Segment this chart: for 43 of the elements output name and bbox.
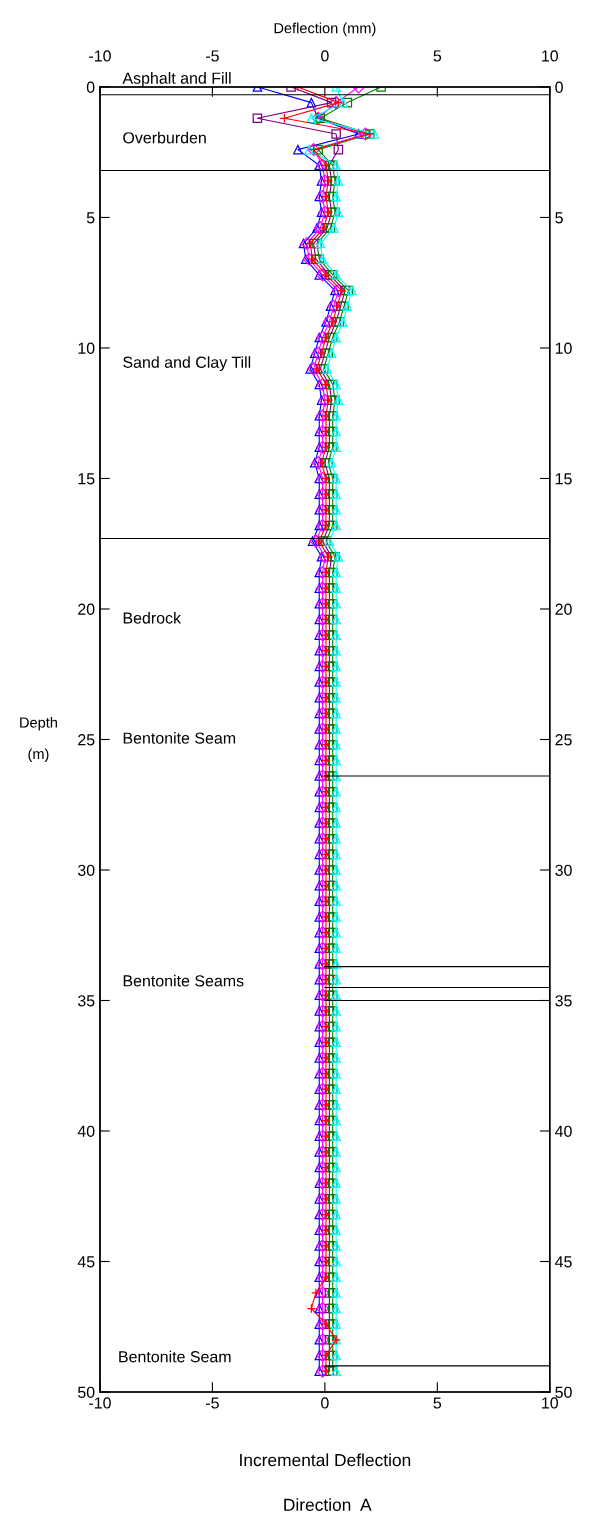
y2-tick-label: 40 bbox=[555, 1125, 572, 1137]
annotation: Sand and Clay Till bbox=[123, 356, 251, 372]
x-tick-label: -5 bbox=[206, 1397, 219, 1409]
y2-tick-label: 20 bbox=[555, 603, 572, 615]
y-tick-label: 10 bbox=[78, 342, 95, 354]
x2-tick-label: -5 bbox=[206, 50, 219, 62]
annotation: Overburden bbox=[123, 131, 206, 144]
y-tick-label: 15 bbox=[78, 473, 95, 485]
x2-tick-label: 5 bbox=[433, 50, 442, 62]
y-tick-label: 5 bbox=[86, 212, 95, 224]
annotation: Asphalt and Fill bbox=[122, 72, 231, 87]
x-tick-label: 10 bbox=[542, 1397, 559, 1409]
y-tick-label: 35 bbox=[77, 995, 95, 1007]
y-tick-label: 0 bbox=[86, 81, 95, 93]
y-tick-label: 20 bbox=[78, 603, 95, 615]
x2-tick-label: -10 bbox=[89, 50, 111, 62]
x2-tick-label: 10 bbox=[542, 50, 559, 62]
x-axis-title: Incremental Deflection bbox=[240, 1453, 411, 1467]
y2-tick-label: 5 bbox=[555, 212, 563, 224]
text: Depth (m) bbox=[20, 716, 57, 762]
x-tick-label: 0 bbox=[321, 1397, 329, 1409]
y2-tick-label: 30 bbox=[555, 864, 572, 876]
y2-tick-label: 45 bbox=[555, 1256, 572, 1268]
y-tick-label: 40 bbox=[77, 1125, 95, 1137]
y-tick-label: 30 bbox=[77, 864, 95, 876]
y-tick-label: 25 bbox=[78, 734, 95, 746]
annotation: Bedrock bbox=[123, 611, 182, 624]
y2-tick-label: 15 bbox=[555, 473, 572, 485]
x-tick-label: 5 bbox=[433, 1397, 442, 1409]
annotation: Bentonite Seam bbox=[123, 732, 236, 744]
y2-tick-label: 0 bbox=[555, 81, 563, 93]
y2-tick-label: 10 bbox=[555, 342, 572, 354]
y-tick-label: 45 bbox=[77, 1256, 95, 1268]
x2-tick-label: 0 bbox=[321, 50, 329, 62]
y2-tick-label: 50 bbox=[555, 1386, 572, 1398]
y2-tick-label: 25 bbox=[555, 734, 572, 746]
y-tick-label: 50 bbox=[77, 1386, 95, 1398]
annotation: Bentonite Seams bbox=[123, 974, 244, 987]
annotation: Bentonite Seam bbox=[119, 1350, 231, 1363]
y2-tick-label: 35 bbox=[555, 995, 572, 1007]
x2-axis-title: Deflection (mm) bbox=[274, 22, 376, 37]
text: Direction A bbox=[284, 1498, 372, 1511]
x-tick-label: -10 bbox=[89, 1397, 111, 1409]
